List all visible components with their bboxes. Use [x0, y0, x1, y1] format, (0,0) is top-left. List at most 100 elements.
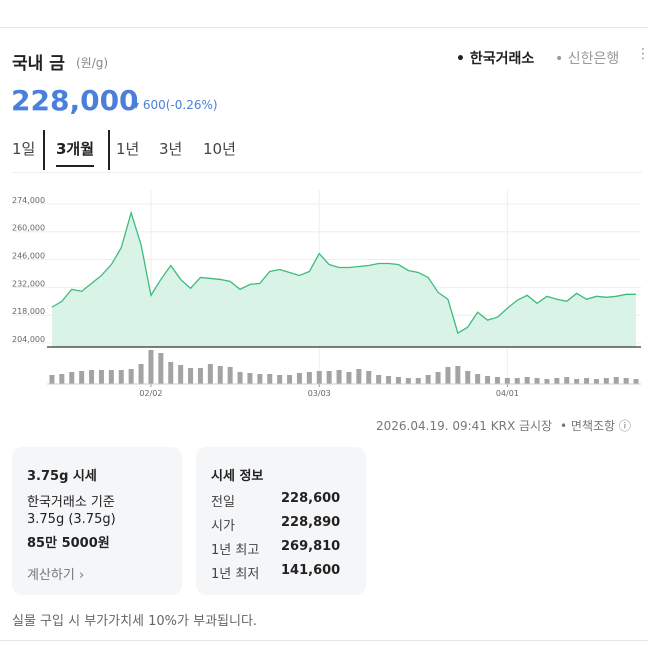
x-tick-label: 02/02 — [139, 389, 162, 398]
info-label: 전일 — [211, 495, 235, 510]
note: 실물 구입 시 부가가치세 10%가 부과됩니다. — [12, 614, 258, 629]
change-value: 600 — [142, 98, 166, 112]
basis: 한국거래소 기준 — [27, 495, 115, 510]
info-label: 시가 — [211, 519, 235, 534]
change: ▾ 600(-0.26%) — [133, 98, 218, 112]
y-tick-label: 232,000 — [12, 279, 45, 288]
y-tick-label: 274,000 — [12, 196, 45, 205]
info-value: 269,810 — [281, 539, 341, 554]
volume-bar — [514, 378, 520, 384]
volume-bar — [217, 366, 223, 384]
volume-bar — [405, 378, 411, 384]
volume-bar — [455, 366, 461, 384]
volume-bar — [79, 371, 85, 384]
volume-bar — [504, 378, 510, 384]
volume-bar — [356, 369, 362, 384]
card-title: 시세 정보 — [211, 469, 264, 484]
volume-bar — [267, 374, 273, 384]
volume-bar — [435, 372, 441, 384]
tab[interactable]: 1년 — [116, 140, 140, 158]
bottom-border — [0, 640, 648, 641]
volume-bar — [158, 353, 164, 384]
volume-bar — [277, 375, 283, 384]
volume-bar — [207, 364, 213, 384]
chart: 204,000 218,000 232,000 246,000 260,000 274,0… — [12, 190, 641, 398]
x-tick-label: 03/03 — [308, 389, 331, 398]
volume-bar — [584, 378, 590, 384]
top-border — [0, 27, 648, 28]
volume-bar — [623, 378, 629, 384]
line — [51, 210, 637, 335]
volume-bar — [366, 371, 372, 384]
volume-bar — [346, 372, 352, 384]
volume-bar — [178, 365, 184, 384]
card-title: 3.75g 시세 — [27, 469, 97, 484]
tab-active[interactable]: 3개월 — [56, 138, 95, 167]
volume-bar — [287, 375, 293, 384]
volume-bar — [524, 377, 530, 384]
volume-bar — [138, 364, 144, 384]
volume-bar — [108, 370, 114, 384]
info-value: 141,600 — [281, 563, 341, 578]
volume-bar — [257, 374, 263, 384]
volume-bar — [633, 379, 639, 384]
source[interactable]: 신한은행 — [567, 51, 620, 67]
volume-bar — [118, 370, 124, 384]
volume-bar — [49, 375, 55, 384]
y-tick-label: 218,000 — [12, 307, 45, 316]
volume-bar — [554, 378, 560, 384]
volume-bar — [168, 362, 174, 384]
unit: (원/g) — [76, 56, 109, 70]
card-info: 시세 정보 전일 228,600 시가 228,890 1년 최고 269,810 1년 최… — [196, 447, 366, 595]
volume-bar — [89, 370, 95, 384]
volume-bar — [227, 367, 233, 384]
volume-bar — [59, 374, 65, 384]
source-other[interactable]: • 신한은행 — [555, 51, 620, 67]
volume-bar — [395, 377, 401, 384]
volume-bar — [148, 350, 154, 384]
source-active[interactable]: • 한국거래소 — [456, 51, 535, 67]
disclaimer-text[interactable]: 면책조항 — [570, 419, 616, 433]
info-value: 228,600 — [281, 491, 341, 506]
y-tick-label: 260,000 — [12, 224, 45, 233]
volume-bar — [494, 377, 500, 384]
volume-bar — [326, 371, 332, 384]
info-value: 228,890 — [281, 515, 341, 530]
area — [51, 212, 637, 347]
volume-bar — [69, 372, 75, 384]
volume-bar — [296, 373, 302, 384]
weight: 3.75g (3.75g) — [27, 512, 116, 527]
volume-bar — [425, 375, 431, 384]
volume-bar — [544, 379, 550, 384]
more-icon[interactable]: ⋮ — [636, 46, 648, 62]
volume-bar — [386, 376, 392, 384]
tab[interactable]: 3년 — [159, 140, 183, 158]
title: 국내 금 — [12, 54, 65, 74]
card-price: 85만 5000원 — [27, 536, 110, 551]
volume-bar — [247, 373, 253, 384]
calc-link[interactable]: 계산하기 › — [27, 568, 85, 583]
volume-bar — [475, 374, 481, 384]
calc-text[interactable]: 계산하기 — [27, 568, 75, 583]
disclaimer[interactable]: • 면책조항 ⓘ — [560, 419, 631, 433]
volume-bar — [465, 371, 471, 384]
tab-active-box — [43, 130, 110, 170]
divider — [12, 172, 642, 173]
volume-bar — [564, 377, 570, 384]
tab[interactable]: 10년 — [203, 140, 236, 158]
volume-bar — [336, 370, 342, 384]
card-375: 3.75g 시세 한국거래소 기준 3.75g (3.75g) 85만 5000… — [12, 447, 182, 595]
volume-bar — [593, 379, 599, 384]
change-pct: (-0.26%) — [165, 98, 218, 112]
volume-bar — [98, 370, 104, 384]
tab[interactable]: 1일 — [12, 140, 36, 158]
volume-bar — [188, 368, 194, 384]
price: 228,000 — [11, 84, 139, 117]
volume-bar — [128, 369, 134, 384]
source[interactable]: 한국거래소 — [469, 51, 535, 67]
y-tick-label: 246,000 — [12, 252, 45, 261]
volume-bar — [574, 379, 580, 384]
volume-bar — [613, 377, 619, 384]
timestamp: 2026.04.19. 09:41 KRX 금시장 — [376, 419, 553, 433]
